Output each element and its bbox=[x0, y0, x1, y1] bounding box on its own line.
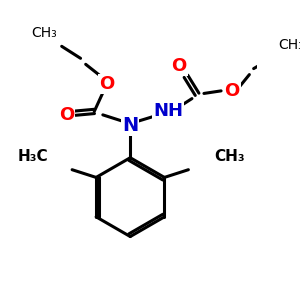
Text: CH₃: CH₃ bbox=[214, 149, 245, 164]
Text: O: O bbox=[99, 75, 114, 93]
Text: H₃C: H₃C bbox=[17, 149, 48, 164]
Text: O: O bbox=[172, 57, 187, 75]
Text: N: N bbox=[122, 116, 138, 135]
Text: CH₃: CH₃ bbox=[278, 38, 300, 52]
Text: NH: NH bbox=[153, 102, 183, 120]
Text: O: O bbox=[225, 82, 240, 100]
Text: CH₃: CH₃ bbox=[32, 26, 57, 40]
Text: O: O bbox=[59, 106, 74, 124]
